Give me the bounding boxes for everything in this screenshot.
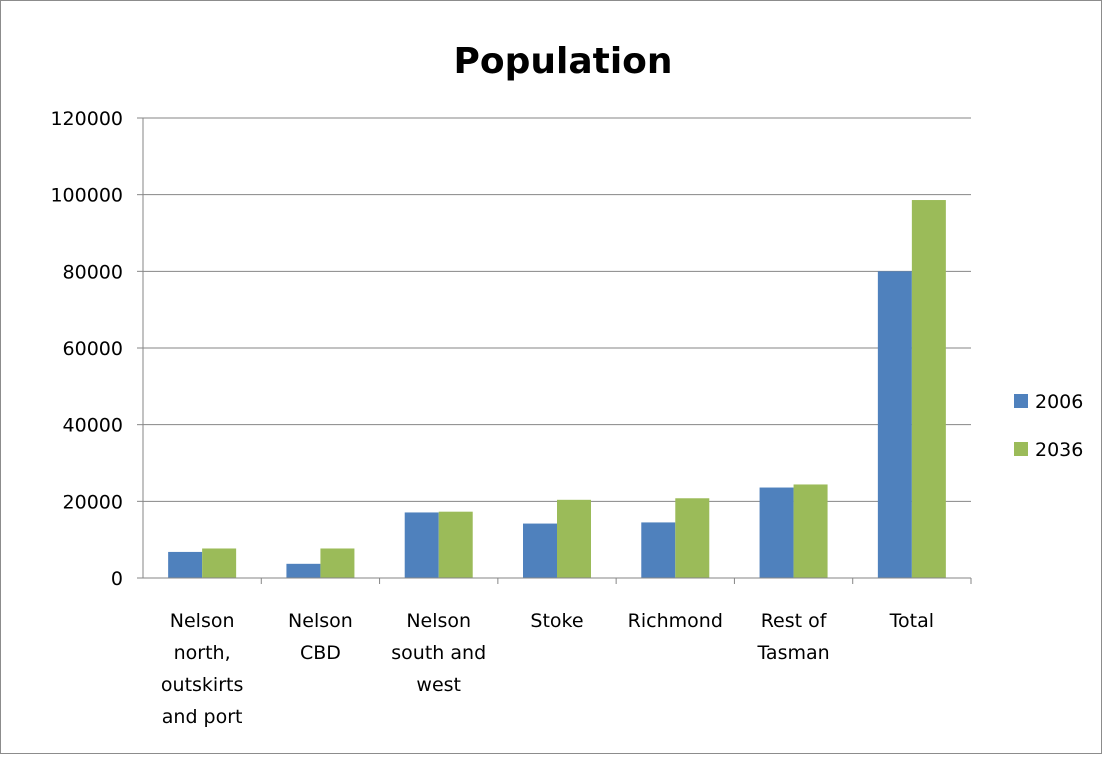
x-category-label: Nelson CBD — [288, 610, 353, 664]
bar-2036 — [438, 511, 473, 578]
bars — [168, 200, 946, 579]
x-category-label: Nelson south and west — [391, 610, 486, 696]
y-tick-label: 80000 — [63, 261, 123, 283]
y-tick-label: 0 — [111, 568, 123, 590]
x-category-label: Richmond — [628, 610, 723, 632]
bar-2036 — [202, 548, 237, 578]
y-tick-label: 120000 — [50, 108, 123, 130]
legend-swatch-2036 — [1014, 442, 1028, 456]
x-category-label: Rest of Tasman — [756, 610, 829, 664]
bar-2006 — [759, 487, 794, 578]
bar-2036 — [675, 498, 710, 578]
y-tick-label: 100000 — [50, 185, 123, 207]
y-tick-label: 60000 — [63, 338, 123, 360]
bar-2006 — [641, 522, 676, 578]
legend: 2006 2036 — [1014, 391, 1083, 461]
bar-2036 — [320, 548, 355, 578]
chart-title: Population — [453, 41, 672, 82]
bar-2006 — [877, 271, 912, 578]
x-category-label: Stoke — [530, 610, 583, 632]
gridlines — [143, 117, 971, 502]
x-category-label: Total — [889, 610, 934, 632]
y-tick-label: 20000 — [63, 491, 123, 513]
x-category-label: Nelson north, outskirts and port — [161, 610, 243, 728]
legend-swatch-2006 — [1014, 394, 1028, 408]
bar-2006 — [523, 523, 557, 578]
bar-2036 — [557, 499, 591, 578]
bar-2036 — [793, 484, 828, 578]
bar-2006 — [286, 563, 321, 578]
bar-2006 — [168, 551, 203, 578]
axes: 0 20000 40000 60000 80000 100000 120000 Nelson n… — [50, 108, 972, 728]
bar-2036 — [911, 200, 946, 579]
legend-label-2006: 2006 — [1035, 391, 1083, 413]
bar-2006 — [404, 512, 439, 578]
legend-label-2036: 2036 — [1035, 439, 1083, 461]
y-tick-label: 40000 — [63, 415, 123, 437]
